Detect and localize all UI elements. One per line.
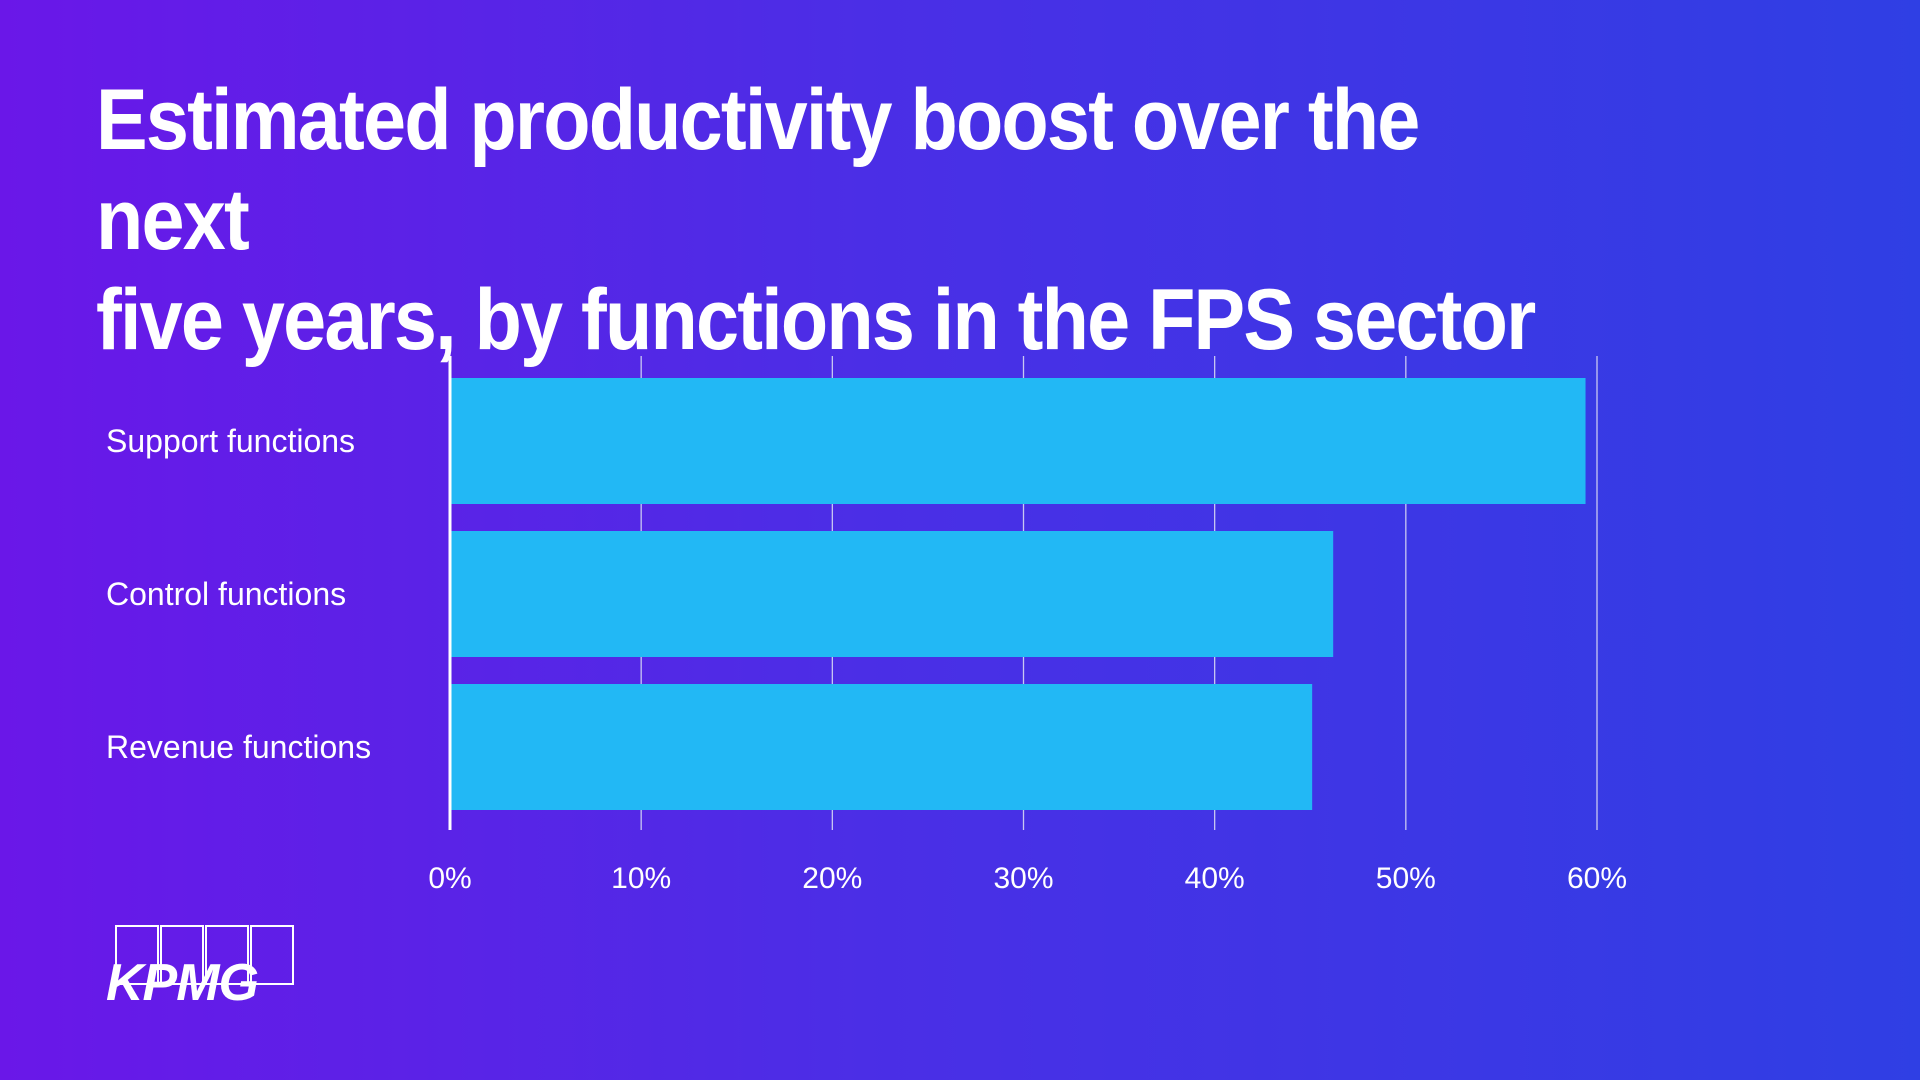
category-label: Support functions [106, 423, 355, 459]
bar [451, 531, 1334, 657]
bar [451, 378, 1586, 504]
x-tick-label: 20% [802, 862, 862, 895]
category-label: Control functions [106, 576, 346, 612]
x-tick-label: 0% [428, 862, 471, 895]
chart-title: Estimated productivity boost over the ne… [96, 70, 1536, 370]
chart-title-line-2: five years, by functions in the FPS sect… [96, 272, 1536, 368]
x-tick-label: 40% [1185, 862, 1245, 895]
category-label: Revenue functions [106, 729, 371, 765]
svg-text:KPMG: KPMG [106, 954, 258, 1004]
chart-title-line-1: Estimated productivity boost over the ne… [96, 72, 1420, 268]
kpmg-logo: KPMG [106, 925, 294, 1004]
x-tick-label: 50% [1376, 862, 1436, 895]
x-tick-label: 30% [993, 862, 1053, 895]
x-tick-label: 10% [611, 862, 671, 895]
bar [451, 684, 1313, 810]
x-tick-label: 60% [1567, 862, 1627, 895]
